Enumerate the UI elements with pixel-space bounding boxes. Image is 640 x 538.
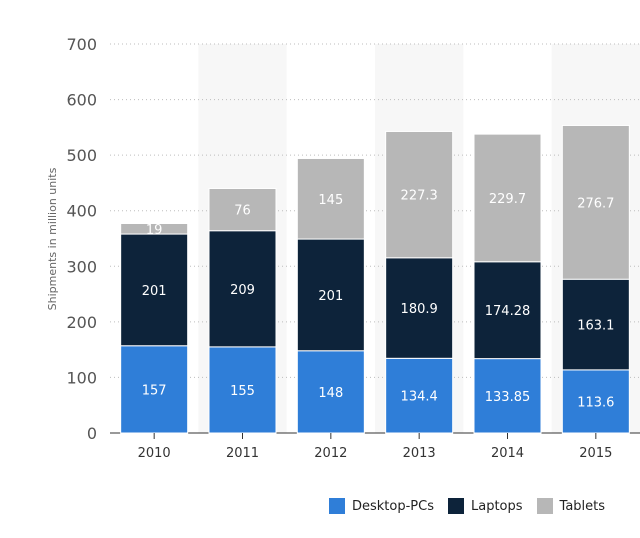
bar-desktop-pcs-2012 bbox=[296, 350, 365, 434]
bar-laptops-2011 bbox=[208, 230, 277, 348]
data-label-desktop-pcs-2014: 133.85 bbox=[485, 390, 531, 405]
data-label-tablets-2014: 229.7 bbox=[489, 192, 526, 207]
y-tick-label-0: 0 bbox=[87, 424, 97, 443]
y-tick-label-600: 600 bbox=[66, 91, 97, 110]
legend-label-laptops: Laptops bbox=[471, 498, 523, 514]
legend-swatch-desktop bbox=[329, 498, 345, 514]
y-axis-ticks: 0 100 200 300 400 500 600 700 bbox=[66, 35, 97, 443]
data-labels: 157 201 19 155 209 76 148 201 145 134.4 180.9 227.3… bbox=[142, 189, 615, 411]
data-label-laptops-2012: 201 bbox=[318, 289, 343, 304]
x-tick-label-2015: 2015 bbox=[579, 446, 612, 461]
legend-swatch-tablets bbox=[536, 498, 553, 514]
bar-laptops-2012 bbox=[296, 238, 365, 352]
x-tick-label-2012: 2012 bbox=[314, 446, 347, 461]
data-label-tablets-2010: 19 bbox=[146, 223, 163, 238]
data-label-laptops-2010: 201 bbox=[142, 284, 167, 299]
x-tick-label-2013: 2013 bbox=[403, 446, 436, 461]
bar-desktop-pcs-2010 bbox=[120, 345, 189, 434]
y-tick-label-200: 200 bbox=[66, 313, 97, 332]
legend-swatch-laptops bbox=[448, 498, 464, 514]
bars bbox=[120, 124, 630, 434]
data-label-tablets-2013: 227.3 bbox=[401, 189, 438, 204]
data-label-laptops-2013: 180.9 bbox=[401, 302, 438, 317]
data-label-desktop-pcs-2010: 157 bbox=[142, 383, 167, 398]
x-tick-label-2010: 2010 bbox=[138, 446, 171, 461]
bar-laptops-2015 bbox=[561, 278, 630, 371]
bar-tablets-2012 bbox=[296, 157, 365, 240]
x-tick-label-2014: 2014 bbox=[491, 446, 524, 461]
data-label-tablets-2012: 145 bbox=[318, 193, 343, 208]
bar-desktop-pcs-2013 bbox=[385, 357, 454, 434]
legend: Desktop-PCs Laptops Tablets bbox=[329, 498, 605, 514]
y-tick-label-100: 100 bbox=[66, 368, 97, 387]
data-label-laptops-2015: 163.1 bbox=[577, 319, 614, 334]
bar-tablets-2015 bbox=[561, 124, 630, 280]
bar-tablets-2010 bbox=[120, 222, 189, 235]
y-tick-label-400: 400 bbox=[66, 202, 97, 221]
bar-tablets-2013 bbox=[385, 130, 454, 259]
legend-item-desktop[interactable]: Desktop-PCs bbox=[329, 498, 434, 514]
data-label-tablets-2011: 76 bbox=[234, 204, 251, 219]
legend-item-tablets[interactable]: Tablets bbox=[536, 498, 606, 514]
bar-desktop-pcs-2015 bbox=[561, 369, 630, 434]
data-label-desktop-pcs-2011: 155 bbox=[230, 384, 255, 399]
legend-label-tablets: Tablets bbox=[559, 498, 606, 514]
legend-label-desktop: Desktop-PCs bbox=[352, 498, 434, 514]
legend-item-laptops[interactable]: Laptops bbox=[448, 498, 523, 514]
data-label-desktop-pcs-2013: 134.4 bbox=[401, 390, 438, 405]
x-axis-ticks: 2010 2011 2012 2013 2014 2015 bbox=[138, 433, 612, 461]
y-tick-label-700: 700 bbox=[66, 35, 97, 54]
gridlines bbox=[110, 43, 640, 434]
data-label-tablets-2015: 276.7 bbox=[577, 196, 614, 211]
y-tick-label-500: 500 bbox=[66, 146, 97, 165]
data-label-desktop-pcs-2015: 113.6 bbox=[577, 395, 614, 410]
bar-laptops-2013 bbox=[385, 257, 454, 359]
bar-tablets-2014 bbox=[473, 133, 542, 263]
data-label-laptops-2011: 209 bbox=[230, 283, 255, 298]
data-label-desktop-pcs-2012: 148 bbox=[318, 386, 343, 401]
bar-tablets-2011 bbox=[208, 187, 277, 232]
bar-laptops-2014 bbox=[473, 261, 542, 360]
y-tick-label-300: 300 bbox=[66, 257, 97, 276]
x-tick-label-2011: 2011 bbox=[226, 446, 259, 461]
y-axis-title: Shipments in million units bbox=[46, 167, 59, 310]
data-label-laptops-2014: 174.28 bbox=[485, 304, 531, 319]
